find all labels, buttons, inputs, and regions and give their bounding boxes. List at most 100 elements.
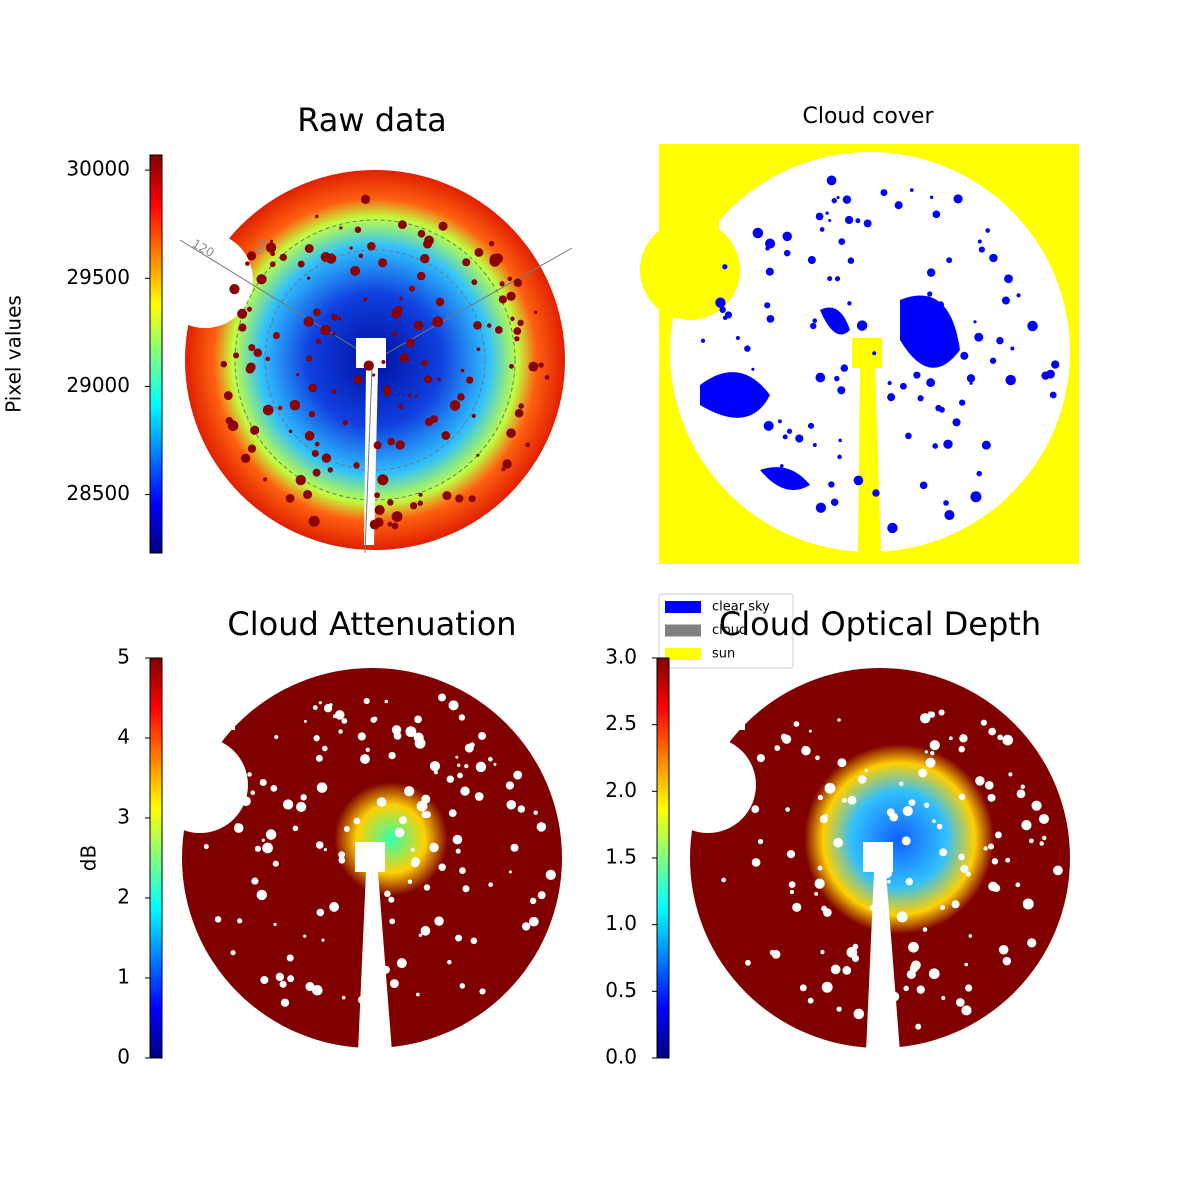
speckle	[807, 255, 816, 265]
speckle	[458, 714, 466, 721]
speckle	[964, 962, 969, 967]
speckle	[306, 355, 313, 362]
speckle	[924, 750, 928, 754]
speckle	[420, 253, 430, 264]
speckle	[418, 492, 423, 497]
speckle	[1005, 857, 1011, 863]
speckle	[822, 813, 828, 820]
speckle	[970, 491, 982, 503]
speckle	[980, 719, 987, 726]
speckle	[337, 316, 342, 321]
speckle	[269, 261, 276, 268]
speckle	[283, 799, 294, 810]
speckle	[785, 807, 790, 812]
speckle	[984, 781, 994, 790]
speckle	[409, 502, 418, 510]
speckle	[378, 258, 388, 268]
speckle	[447, 959, 452, 965]
speckle	[974, 332, 984, 342]
speckle	[887, 380, 892, 386]
speckle	[416, 992, 420, 997]
colorbar-tick-label: 3	[117, 805, 130, 829]
speckle	[338, 856, 346, 864]
speckle	[880, 189, 888, 197]
speckle	[270, 251, 276, 257]
speckle	[533, 810, 538, 815]
speckle	[924, 802, 930, 808]
speckle	[312, 984, 323, 996]
optical-depth-image	[660, 655, 1070, 1052]
speckle	[782, 434, 788, 440]
speckle	[764, 238, 776, 249]
speckle	[517, 805, 526, 813]
speckle	[353, 817, 361, 825]
speckle	[438, 693, 446, 702]
speckle	[363, 297, 368, 302]
speckle	[833, 837, 844, 848]
speckle	[300, 794, 307, 801]
speckle	[819, 227, 825, 232]
speckle	[389, 918, 396, 925]
speckle	[830, 498, 839, 506]
speckle	[869, 905, 876, 911]
speckle	[767, 240, 771, 244]
speckle	[896, 911, 908, 923]
speckle	[932, 303, 939, 309]
legend-label: sun	[712, 647, 735, 662]
speckle	[245, 364, 255, 374]
colorbar-tick-label: 0	[117, 1045, 130, 1069]
speckle	[360, 754, 370, 764]
speckle	[343, 826, 350, 832]
speckle	[342, 420, 348, 426]
speckle	[315, 338, 322, 345]
speckle	[393, 732, 402, 740]
speckle	[1016, 789, 1026, 799]
speckle	[919, 713, 931, 724]
speckle	[381, 360, 386, 365]
speckle	[475, 761, 487, 773]
speckle	[391, 308, 402, 319]
speckle	[387, 437, 395, 446]
speckle	[430, 415, 438, 424]
speckle	[876, 873, 887, 884]
speckle	[235, 823, 240, 827]
speckle	[1049, 391, 1057, 399]
speckle	[214, 916, 222, 923]
speckle	[789, 889, 795, 895]
speckle	[468, 495, 476, 503]
speckle	[976, 470, 982, 477]
speckle	[478, 731, 487, 740]
speckle	[237, 918, 243, 924]
speckle	[513, 278, 523, 288]
speckle	[460, 368, 465, 373]
legend: clear sky cloud sun	[658, 593, 794, 669]
speckle	[455, 934, 463, 942]
colorbar-tick-label: 30000	[66, 157, 130, 181]
speckle	[314, 441, 320, 447]
speckle	[398, 220, 407, 230]
speckle	[774, 745, 781, 752]
speckle	[357, 995, 366, 1004]
speckle	[779, 464, 784, 468]
speckle	[304, 430, 315, 441]
speckle	[424, 811, 431, 819]
speckle	[795, 434, 804, 443]
speckle	[489, 255, 501, 267]
speckle	[288, 429, 293, 433]
speckle	[410, 847, 415, 852]
speckle	[872, 958, 880, 967]
speckle	[211, 808, 222, 820]
speckle	[274, 734, 279, 740]
speckle	[304, 244, 314, 253]
speckle	[270, 785, 278, 792]
panel-title: Raw data	[297, 101, 447, 139]
speckle	[438, 221, 448, 231]
speckle	[983, 846, 988, 851]
colorbar-tick-label: 2.0	[605, 778, 637, 802]
speckle	[889, 991, 900, 1002]
speckle	[908, 941, 919, 953]
speckle	[265, 829, 277, 840]
speckle	[744, 959, 751, 966]
speckle	[499, 281, 505, 287]
colorbar-tick-label: 1.5	[605, 845, 637, 869]
